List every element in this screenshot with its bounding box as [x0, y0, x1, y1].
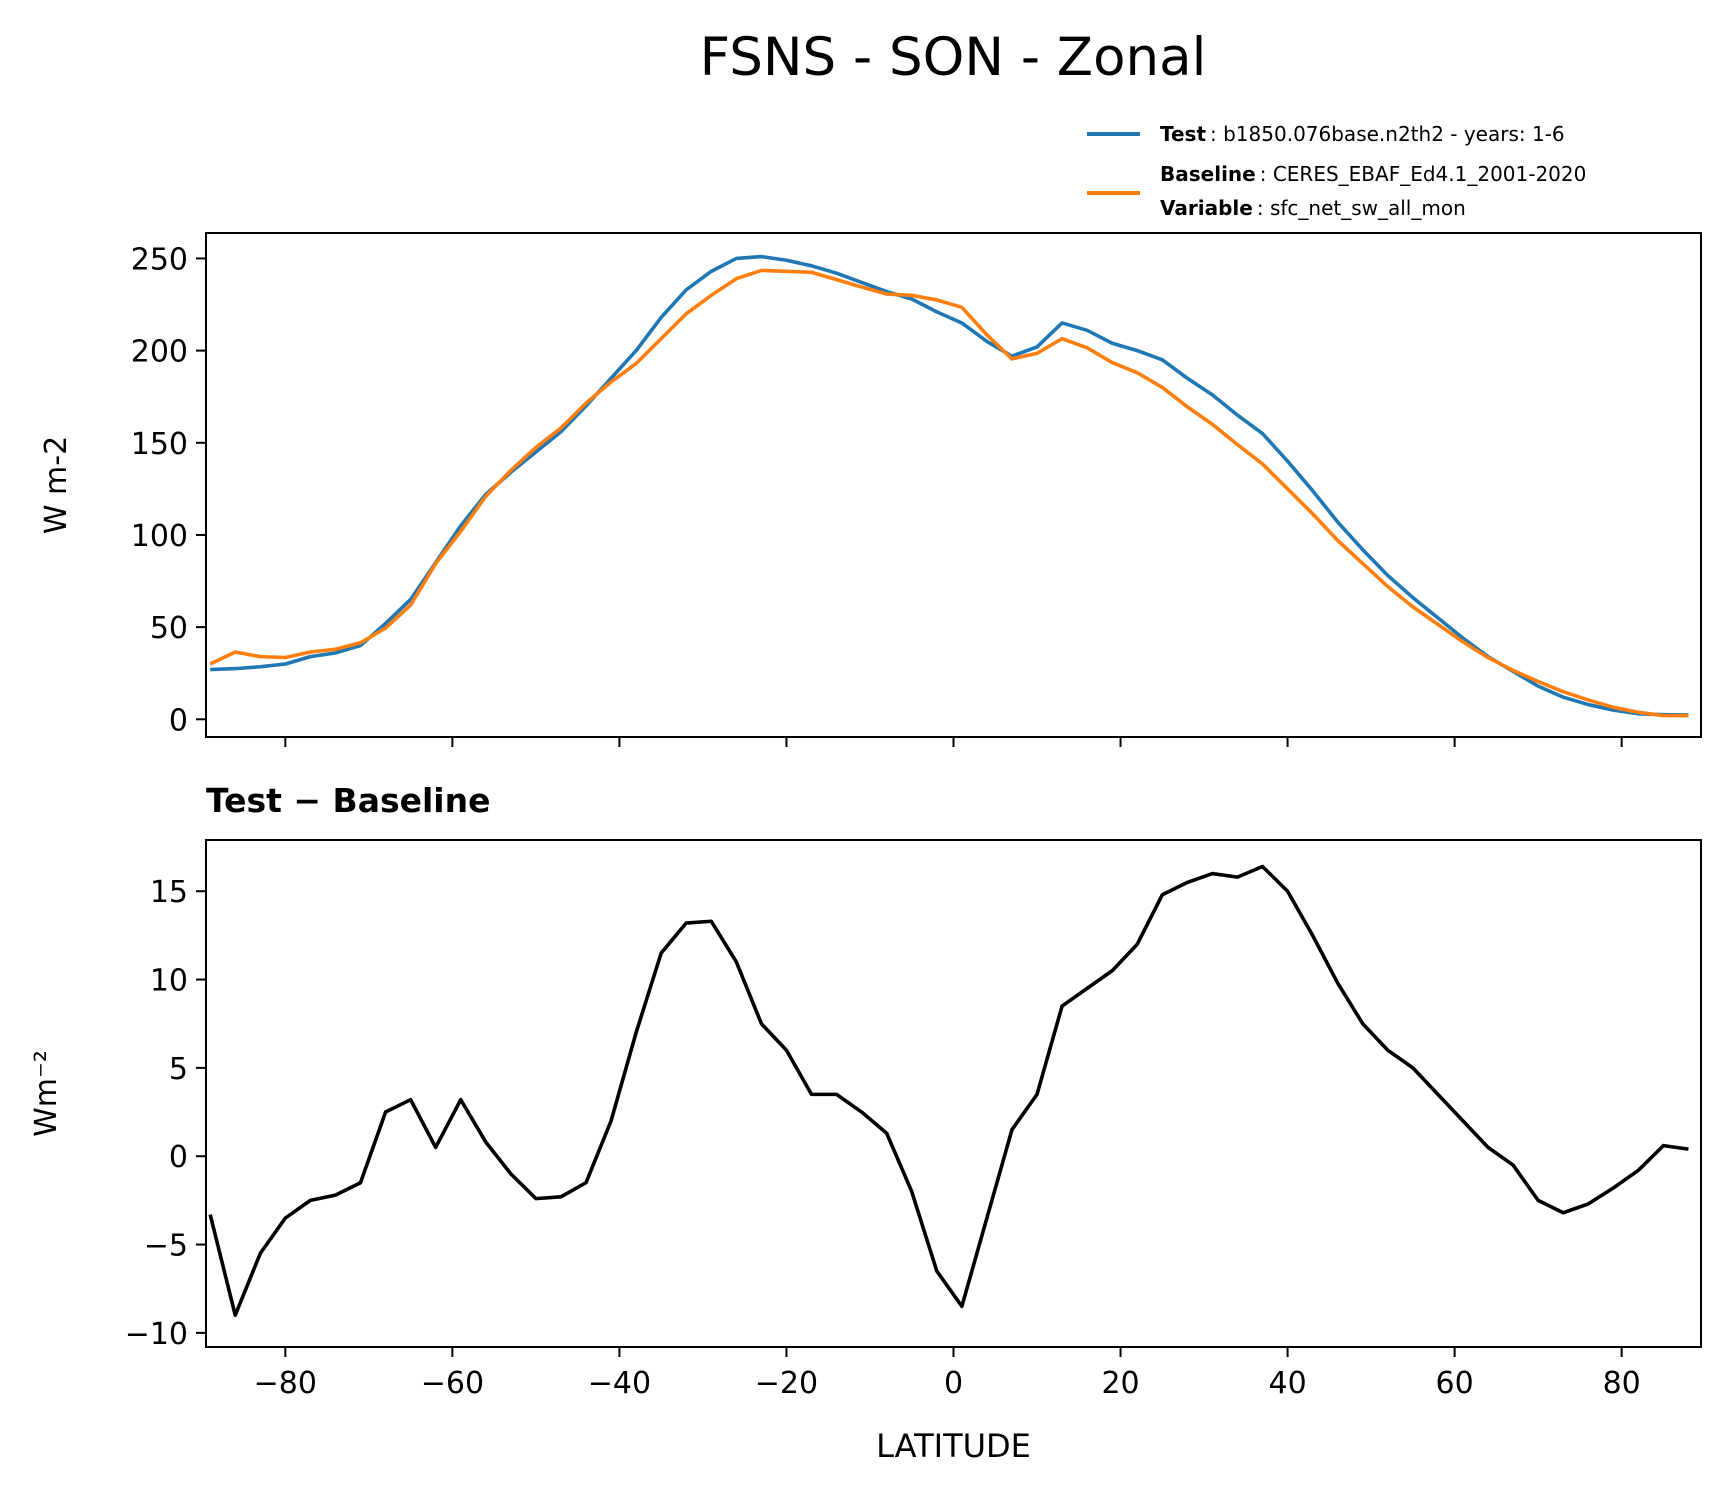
series-line [208, 864, 1689, 1317]
y-tick-label: 15 [150, 875, 188, 910]
y-tick-label: 5 [169, 1052, 188, 1087]
legend-description: : sfc_net_sw_all_mon [1257, 196, 1466, 220]
y-tick-label: 100 [131, 519, 188, 554]
y-tick-label: 150 [131, 427, 188, 462]
x-tick-label: −20 [755, 1366, 818, 1401]
legend-description: : CERES_EBAF_Ed4.1_2001-2020 [1260, 162, 1587, 186]
axes-frame [205, 232, 1702, 738]
series-line [210, 254, 1689, 717]
x-axis-label: LATITUDE [876, 1427, 1031, 1465]
x-tick-label: 40 [1268, 1366, 1306, 1401]
x-tick-label: 60 [1436, 1366, 1474, 1401]
y-tick-label: 200 [131, 335, 188, 370]
legend-name: Variable [1160, 196, 1253, 220]
y-tick-label: −5 [144, 1229, 188, 1264]
x-tick-label: 20 [1101, 1366, 1139, 1401]
y-tick-label: 10 [150, 964, 188, 999]
axes-frame [205, 839, 1702, 1348]
x-tick-label: 80 [1603, 1366, 1641, 1401]
y-tick-label: −10 [125, 1317, 188, 1352]
series-line [209, 268, 1689, 718]
x-tick-label: −80 [254, 1366, 317, 1401]
y-tick-label: 0 [169, 703, 188, 738]
x-tick-label: −40 [588, 1366, 651, 1401]
y-tick-label: 50 [150, 611, 188, 646]
legend-label: Test: b1850.076base.n2th2 - years: 1-6 [1160, 122, 1565, 146]
chart-title: FSNS - SON - Zonal [700, 27, 1207, 88]
x-tick-label: 0 [944, 1366, 963, 1401]
y-tick-label: 0 [169, 1140, 188, 1175]
x-tick-label: −60 [421, 1366, 484, 1401]
legend-name: Test [1160, 122, 1206, 146]
subplot-title: Test − Baseline [206, 781, 491, 820]
legend-description: : b1850.076base.n2th2 - years: 1-6 [1210, 122, 1565, 146]
legend-name: Baseline [1160, 162, 1256, 186]
y-axis-label: W m-2 [39, 436, 74, 534]
y-tick-label: 250 [131, 242, 188, 277]
y-axis-label: Wm⁻² [29, 1050, 64, 1137]
legend-label: Baseline: CERES_EBAF_Ed4.1_2001-2020 [1160, 162, 1586, 186]
legend-label: Variable: sfc_net_sw_all_mon [1160, 196, 1466, 220]
